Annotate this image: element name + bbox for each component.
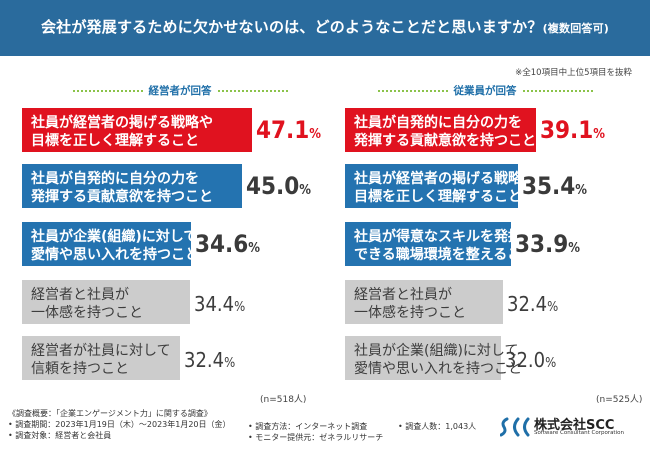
bar: 社員が企業(組織)に対して 愛情や思い入れを持つこと xyxy=(345,336,522,380)
bar: 社員が自発的に自分の力を 発揮する貢献意欲を持つこと xyxy=(22,164,242,208)
category-label: 発揮する貢献意欲を持つこと xyxy=(31,189,213,205)
dotted-divider xyxy=(217,90,288,92)
value-unit: % xyxy=(547,300,559,315)
category-label: 社員が自発的に自分の力を xyxy=(354,115,522,131)
n-label-employees: (n=525人) xyxy=(596,395,643,405)
dotted-divider xyxy=(522,90,593,92)
bar: 経営者と社員が 一体感を持つこと xyxy=(345,280,503,324)
category-label: 一体感を持つこと xyxy=(31,305,143,321)
data-label: 32.0% xyxy=(505,348,556,372)
bar: 社員が得意なスキルを発揮 できる職場環境を整えること xyxy=(345,222,536,266)
category-label: 一体感を持つこと xyxy=(354,305,466,321)
category-label: できる職場環境を整えること xyxy=(354,247,536,263)
data-label: 33.9% xyxy=(515,230,580,258)
category-label: 経営者と社員が xyxy=(31,287,129,303)
category-label: 発揮する貢献意欲を持つこと xyxy=(354,133,536,149)
value-unit: % xyxy=(299,183,311,198)
n-label-executives: (n=518人) xyxy=(260,395,307,405)
logo-name: 株式会社SCC xyxy=(534,418,615,433)
logo-subtitle: Software Consultant Corporation xyxy=(534,430,624,436)
data-label: 34.4% xyxy=(194,292,245,316)
dotted-divider xyxy=(377,90,448,92)
value-number: 45.0 xyxy=(246,172,300,200)
panel-label-executives: 経営者が回答 xyxy=(50,83,310,98)
category-label: 目標を正しく理解すること xyxy=(31,133,199,149)
value-number: 47.1 xyxy=(256,116,310,144)
category-label: 愛情や思い入れを持つこと xyxy=(31,247,199,263)
value-number: 33.9 xyxy=(515,230,569,258)
survey-details: • 調査方法：インターネット調査 • モニター提供元：ゼネラルリサーチ xyxy=(248,421,383,443)
note-text: ※全10項目中上位5項目を抜粋 xyxy=(515,68,632,78)
value-number: 39.1 xyxy=(540,116,594,144)
value-number: 32.4 xyxy=(184,348,225,372)
category-label: 社員が得意なスキルを発揮 xyxy=(354,229,522,245)
category-label: 目標を正しく理解すること xyxy=(354,189,522,205)
bar: 経営者と社員が 一体感を持つこと xyxy=(22,280,190,324)
scc-logo-icon xyxy=(500,417,530,437)
data-label: 32.4% xyxy=(184,348,235,372)
value-unit: % xyxy=(575,183,587,198)
panel-title: 従業員が回答 xyxy=(453,85,517,97)
category-label: 社員が経営者の掲げる戦略や xyxy=(31,115,213,131)
value-unit: % xyxy=(248,241,260,256)
value-number: 34.6 xyxy=(195,230,249,258)
value-number: 35.4 xyxy=(522,172,576,200)
value-unit: % xyxy=(224,356,236,371)
survey-provider: • モニター提供元：ゼネラルリサーチ xyxy=(248,433,384,442)
value-number: 34.4 xyxy=(194,292,235,316)
bar: 経営者が社員に対して 信頼を持つこと xyxy=(22,336,180,380)
panel-label-employees: 従業員が回答 xyxy=(355,83,615,98)
value-unit: % xyxy=(568,241,580,256)
survey-target: • 調査対象：経営者と会社員 xyxy=(8,431,112,440)
page-title: 会社が発展するために欠かせないのは、どのようなことだと思いますか？(複数回答可) xyxy=(40,18,610,36)
data-label: 45.0% xyxy=(246,172,311,200)
category-label: 社員が経営者の掲げる戦略や xyxy=(354,171,536,187)
value-unit: % xyxy=(234,300,246,315)
category-label: 愛情や思い入れを持つこと xyxy=(354,361,522,377)
bar: 社員が自発的に自分の力を 発揮する貢献意欲を持つこと xyxy=(345,108,536,152)
category-label: 社員が企業(組織)に対して xyxy=(31,229,198,245)
data-label: 47.1% xyxy=(256,116,321,144)
bar: 社員が企業(組織)に対して 愛情や思い入れを持つこと xyxy=(22,222,199,266)
survey-title: 《調査概要：「企業エンゲージメント力」に関する調査》 xyxy=(8,409,212,418)
category-label: 社員が自発的に自分の力を xyxy=(31,171,199,187)
survey-summary: 《調査概要：「企業エンゲージメント力」に関する調査》 • 調査期間：2023年1… xyxy=(8,408,231,441)
category-label: 経営者と社員が xyxy=(354,287,452,303)
category-label: 社員が企業(組織)に対して xyxy=(354,343,519,359)
survey-period: • 調査期間：2023年1月19日（木）〜2023年1月20日（金） xyxy=(8,420,231,429)
title-suffix: (複数回答可) xyxy=(542,22,610,35)
data-label: 34.6% xyxy=(195,230,260,258)
value-unit: % xyxy=(309,127,321,142)
category-label: 経営者が社員に対して xyxy=(31,343,171,359)
data-label: 39.1% xyxy=(540,116,605,144)
bar: 社員が経営者の掲げる戦略や 目標を正しく理解すること xyxy=(345,164,536,208)
value-number: 32.0 xyxy=(505,348,546,372)
bar: 社員が経営者の掲げる戦略や 目標を正しく理解すること xyxy=(22,108,252,152)
panel-title: 経営者が回答 xyxy=(148,85,212,97)
data-label: 35.4% xyxy=(522,172,587,200)
value-unit: % xyxy=(545,356,557,371)
survey-count: • 調査人数：1,043人 xyxy=(398,422,477,431)
survey-method: • 調査方法：インターネット調査 xyxy=(248,422,368,431)
value-unit: % xyxy=(593,127,605,142)
dotted-divider xyxy=(72,90,143,92)
data-label: 32.4% xyxy=(507,292,558,316)
header-banner: 会社が発展するために欠かせないのは、どのようなことだと思いますか？(複数回答可) xyxy=(0,0,650,56)
category-label: 信頼を持つこと xyxy=(31,361,129,377)
value-number: 32.4 xyxy=(507,292,548,316)
company-logo: 株式会社SCC Software Consultant Corporation xyxy=(500,414,640,442)
